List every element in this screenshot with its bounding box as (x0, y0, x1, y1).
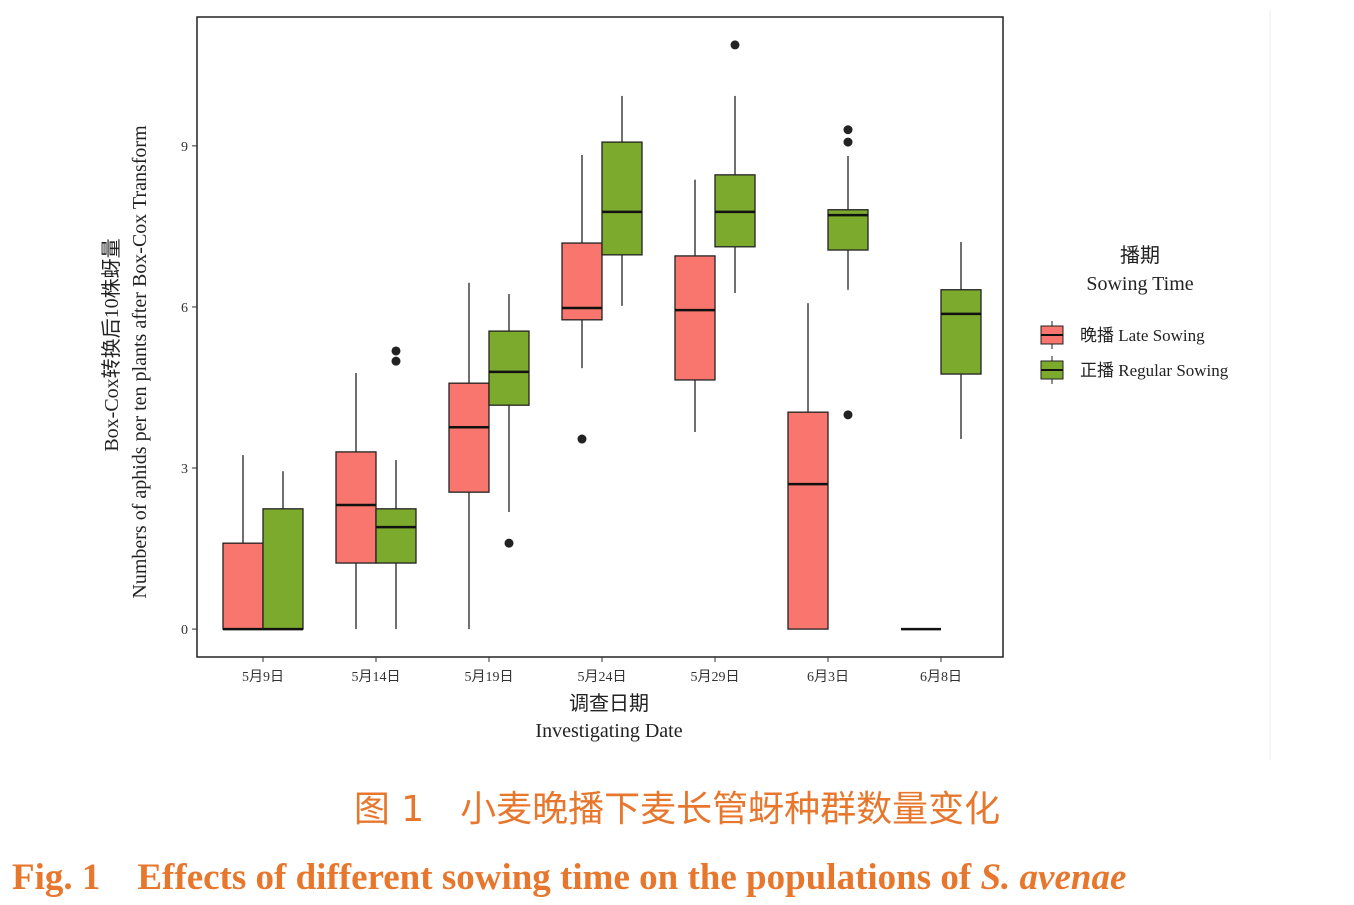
plot-panel (196, 16, 1004, 658)
x-tick-label: 5月19日 (465, 669, 514, 685)
legend-item: 晚播 Late Sowing (1040, 321, 1205, 349)
outlier-point (577, 434, 587, 444)
box-iqr (222, 542, 264, 630)
box-regular (262, 471, 304, 631)
box-regular (714, 40, 756, 293)
y-tick-label: 9 (181, 140, 188, 155)
x-tick-label: 5月9日 (242, 669, 284, 685)
box-regular (488, 294, 530, 548)
outlier-point (391, 356, 401, 366)
y-tick-label: 0 (181, 623, 188, 638)
box-regular (940, 241, 982, 440)
box-late (561, 154, 603, 444)
x-tick-label: 6月8日 (920, 669, 962, 685)
y-axis-title-cn: Box-Cox转换后10株蚜量 (100, 238, 123, 451)
outlier-point (843, 125, 853, 135)
outlier-point (391, 346, 401, 356)
box-iqr (601, 141, 643, 256)
box-iqr (940, 289, 982, 375)
box-iqr (262, 508, 304, 630)
box-iqr (375, 508, 417, 564)
caption-en-text: Fig. 1 Effects of different sowing time … (12, 857, 981, 898)
outlier-point (730, 40, 740, 50)
legend-title: Sowing Time (1086, 273, 1193, 295)
outlier-point (843, 410, 853, 420)
box-late (448, 282, 490, 630)
box-late (787, 303, 829, 630)
x-tick-label: 6月3日 (807, 669, 849, 685)
outlier-point (843, 137, 853, 147)
box-late (674, 179, 716, 433)
caption-species: S. avenae (980, 857, 1127, 898)
box-regular (601, 95, 643, 306)
box-iqr (827, 209, 869, 251)
x-axis-title-cn: 调查日期 (569, 692, 649, 715)
box-iqr (787, 411, 829, 630)
legend: 播期 Sowing Time 晚播 Late Sowing 正播 Regular … (1040, 244, 1229, 384)
box-regular (375, 346, 417, 630)
legend-label: 正播 Regular Sowing (1080, 361, 1229, 380)
box-iqr (488, 330, 530, 406)
figure-caption-cn: 图 1 小麦晚播下麦长管蚜种群数量变化 (353, 789, 1001, 830)
box-iqr (674, 255, 716, 381)
x-tick-label: 5月29日 (691, 669, 740, 685)
box-iqr (448, 382, 490, 493)
x-tick-label: 5月24日 (578, 669, 627, 685)
x-tick-label: 5月14日 (352, 669, 401, 685)
y-tick-label: 3 (181, 462, 188, 477)
box-regular (827, 125, 869, 420)
y-axis-title: Numbers of aphids per ten plants after B… (129, 125, 151, 599)
box-iqr (335, 451, 377, 564)
figure-caption-en: Fig. 1 Effects of different sowing time … (12, 846, 1352, 900)
outlier-point (504, 538, 514, 548)
x-axis-title: Investigating Date (535, 720, 682, 742)
legend-item: 正播 Regular Sowing (1040, 356, 1229, 384)
box-late (335, 372, 377, 630)
y-tick-label: 6 (181, 301, 188, 316)
legend-label: 晚播 Late Sowing (1080, 326, 1205, 345)
legend-title-cn: 播期 (1120, 244, 1160, 267)
